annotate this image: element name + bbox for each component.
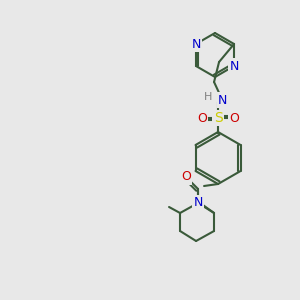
Text: O: O	[197, 112, 207, 124]
Text: S: S	[214, 111, 222, 125]
Text: N: N	[230, 59, 239, 73]
Text: N: N	[191, 38, 201, 50]
Text: N: N	[194, 196, 203, 209]
Text: O: O	[181, 170, 191, 184]
Text: H: H	[204, 92, 212, 102]
Text: O: O	[229, 112, 239, 124]
Text: N: N	[218, 94, 227, 106]
